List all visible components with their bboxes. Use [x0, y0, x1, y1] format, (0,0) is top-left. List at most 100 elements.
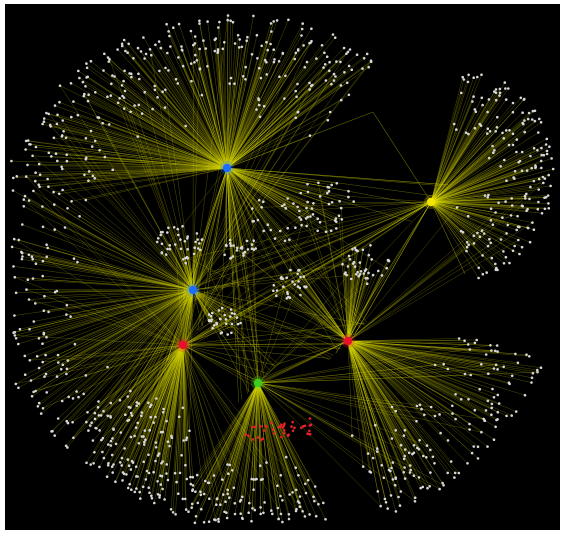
leaf-node [174, 77, 178, 81]
leaf-node [28, 143, 31, 146]
graph-edge [62, 189, 194, 291]
graph-edge [347, 340, 394, 480]
graph-edge [192, 52, 297, 291]
graph-edge [347, 340, 436, 417]
graph-edge [98, 289, 194, 416]
leaf-node [376, 450, 379, 453]
graph-edge [123, 97, 228, 169]
leaf-node [260, 44, 263, 48]
graph-edge [226, 58, 296, 169]
graph-edge [66, 289, 194, 370]
leaf-node [394, 476, 397, 479]
graph-edge [192, 85, 342, 291]
leaf-node [516, 214, 519, 218]
highlighted-node [244, 433, 247, 436]
highlighted-node [261, 437, 265, 441]
leaf-node [37, 337, 41, 340]
graph-edge [227, 382, 259, 490]
leaf-node [167, 30, 170, 33]
leaf-node [379, 504, 383, 508]
graph-edge [229, 382, 259, 465]
graph-edge [243, 255, 259, 384]
graph-edge [347, 269, 367, 342]
graph-edge [347, 340, 487, 355]
leaf-node [56, 113, 59, 117]
leaf-node [494, 425, 497, 429]
graph-edge [96, 344, 184, 429]
graph-edge [107, 289, 194, 368]
graph-edge [430, 111, 488, 203]
leaf-node [539, 159, 543, 163]
leaf-node [109, 94, 113, 97]
leaf-node [112, 463, 115, 466]
graph-edge [99, 289, 194, 468]
graph-edge [76, 289, 194, 392]
leaf-node [193, 42, 197, 45]
leaf-node [173, 243, 177, 246]
leaf-node [510, 197, 513, 200]
leaf-node [530, 166, 533, 170]
graph-edge [155, 344, 184, 462]
leaf-node [126, 458, 130, 461]
graph-edge [182, 344, 186, 466]
leaf-node [97, 116, 101, 119]
leaf-node [199, 493, 203, 497]
leaf-node [478, 235, 482, 239]
graph-edge [345, 272, 349, 342]
leaf-node [224, 322, 228, 326]
leaf-node [204, 479, 207, 483]
leaf-node [365, 282, 369, 286]
leaf-node [311, 213, 315, 216]
leaf-node [310, 27, 313, 31]
graph-edge [220, 201, 432, 320]
hub-link-edge [174, 201, 432, 354]
leaf-node [466, 462, 469, 465]
graph-edge [220, 382, 259, 505]
leaf-node [418, 438, 421, 442]
leaf-node [167, 226, 170, 230]
leaf-node [526, 117, 530, 121]
graph-edge [226, 167, 340, 216]
highlighted-node [308, 432, 312, 436]
leaf-node [413, 496, 417, 500]
graph-edge [347, 340, 391, 472]
graph-edge [226, 58, 258, 169]
leaf-node [446, 367, 450, 371]
leaf-node [419, 486, 423, 490]
graph-edge [347, 340, 448, 370]
leaf-node [425, 456, 428, 459]
graph-edge [242, 382, 259, 497]
graph-edge [257, 382, 297, 512]
leaf-node [198, 47, 201, 51]
graph-edge [226, 167, 276, 239]
leaf-node [539, 366, 543, 370]
leaf-node [540, 153, 543, 157]
graph-edge [347, 340, 507, 417]
leaf-node [144, 478, 148, 481]
graph-edge [347, 340, 485, 421]
leaf-node [486, 445, 489, 448]
leaf-node [123, 89, 127, 93]
highlighted-node [300, 426, 303, 430]
graph-edge [65, 137, 228, 169]
leaf-node [34, 145, 38, 149]
graph-edge [85, 138, 228, 169]
graph-edge [73, 101, 228, 169]
graph-edge [226, 61, 372, 169]
leaf-node [129, 110, 132, 114]
leaf-node [189, 482, 193, 486]
graph-edge [26, 176, 194, 291]
graph-edge [430, 170, 516, 203]
leaf-node [34, 171, 37, 174]
leaf-node [276, 506, 280, 510]
graph-edge [226, 73, 335, 169]
graph-edge [347, 263, 354, 342]
graph-edge [347, 260, 389, 342]
graph-edge [136, 289, 194, 477]
graph-edge [228, 382, 259, 474]
leaf-node [537, 200, 540, 204]
graph-edge [104, 156, 228, 169]
graph-edge [86, 157, 228, 169]
hub-link-edge [226, 167, 260, 382]
hub-link-edge [182, 334, 355, 346]
